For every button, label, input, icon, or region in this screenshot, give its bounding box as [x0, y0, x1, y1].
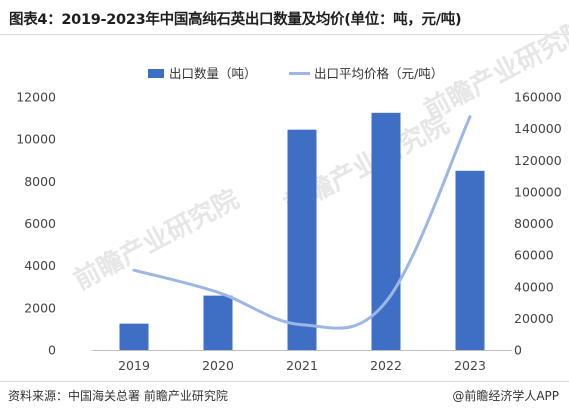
- bar-2020: [203, 295, 233, 350]
- x-tick-label: 2020: [202, 358, 234, 373]
- left-tick-label: 6000: [24, 216, 56, 231]
- right-tick-label: 160000: [514, 90, 562, 105]
- legend-item-quantity: 出口数量（吨）: [169, 66, 257, 81]
- bar-series: [119, 112, 485, 350]
- x-tick-label: 2019: [118, 358, 150, 373]
- right-tick-label: 60000: [514, 248, 554, 263]
- bar-2023: [455, 170, 485, 350]
- left-tick-label: 4000: [24, 258, 56, 273]
- line-series: [132, 115, 472, 330]
- price-line: [132, 115, 472, 330]
- right-tick-label: 20000: [514, 311, 554, 326]
- bar-2019: [119, 323, 149, 350]
- brand-credit: @前瞻经济学人APP: [452, 389, 559, 403]
- x-tick-label: 2022: [370, 358, 402, 373]
- right-axis: 0 20000 40000 60000 80000 100000 120000 140000 1…: [514, 90, 562, 358]
- left-tick-label: 2000: [24, 300, 56, 315]
- right-tick-label: 100000: [514, 184, 562, 199]
- left-tick-label: 0: [48, 343, 56, 358]
- legend-bar-swatch: [148, 69, 164, 78]
- footer-divider: [0, 381, 569, 382]
- right-tick-label: 140000: [514, 121, 562, 136]
- left-tick-label: 8000: [24, 174, 56, 189]
- title-divider: [0, 34, 569, 35]
- left-tick-label: 12000: [16, 90, 56, 105]
- x-tick-label: 2023: [454, 358, 486, 373]
- right-tick-label: 40000: [514, 279, 554, 294]
- x-axis: 2019 2020 2021 2022 2023: [92, 350, 512, 373]
- bar-2021: [287, 129, 317, 350]
- source-note: 资料来源：中国海关总署 前瞻产业研究院: [8, 389, 228, 403]
- x-tick-label: 2021: [286, 358, 318, 373]
- right-tick-label: 0: [514, 343, 522, 358]
- watermark-text: 前瞻产业研究院: [69, 183, 244, 296]
- right-tick-label: 120000: [514, 153, 562, 168]
- legend: 出口数量（吨） 出口平均价格（元/吨）: [148, 66, 443, 81]
- chart-title: 图表4：2019-2023年中国高纯石英出口数量及均价(单位：吨，元/吨): [9, 12, 462, 28]
- left-axis: 0 2000 4000 6000 8000 10000 12000: [16, 90, 56, 358]
- legend-item-price: 出口平均价格（元/吨）: [314, 66, 443, 81]
- right-tick-label: 80000: [514, 216, 554, 231]
- left-tick-label: 10000: [16, 132, 56, 147]
